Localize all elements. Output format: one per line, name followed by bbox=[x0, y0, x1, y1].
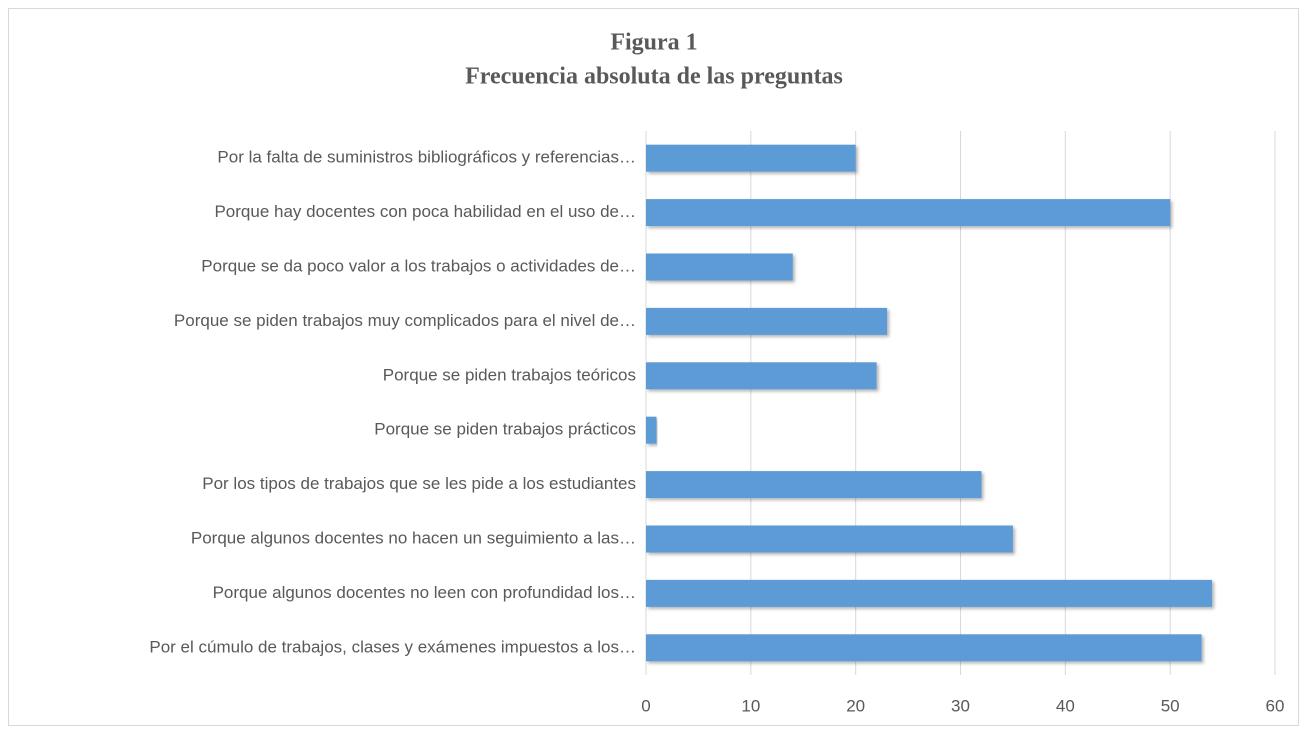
chart-subtitle: Frecuencia absoluta de las preguntas bbox=[465, 64, 843, 90]
bar bbox=[646, 416, 657, 444]
bar bbox=[646, 362, 877, 390]
chart-title: Figura 1 bbox=[610, 30, 697, 56]
bar bbox=[646, 525, 1013, 553]
bar bbox=[646, 199, 1171, 227]
y-tick-label: Porque algunos docentes no hacen un segu… bbox=[191, 528, 636, 547]
y-tick-label: Porque hay docentes con poca habilidad e… bbox=[214, 202, 636, 221]
bar bbox=[646, 307, 888, 335]
bar bbox=[646, 634, 1202, 662]
bar bbox=[646, 471, 982, 499]
y-tick-label: Porque algunos docentes no leen con prof… bbox=[213, 583, 636, 602]
x-tick-label: 20 bbox=[846, 696, 865, 715]
x-tick-label: 30 bbox=[951, 696, 970, 715]
bar bbox=[646, 253, 793, 281]
y-tick-label: Porque se piden trabajos prácticos bbox=[374, 420, 636, 439]
x-tick-label: 0 bbox=[641, 696, 650, 715]
y-tick-label: Porque se piden trabajos muy complicados… bbox=[174, 311, 636, 330]
bar bbox=[646, 144, 856, 172]
y-tick-label: Por el cúmulo de trabajos, clases y exám… bbox=[149, 637, 636, 656]
bar bbox=[646, 579, 1213, 607]
y-tick-label: Porque se da poco valor a los trabajos o… bbox=[201, 256, 636, 275]
x-tick-label: 10 bbox=[741, 696, 760, 715]
y-tick-label: Porque se piden trabajos teóricos bbox=[383, 365, 636, 384]
x-tick-label: 50 bbox=[1161, 696, 1180, 715]
y-tick-label: Por los tipos de trabajos que se les pid… bbox=[202, 474, 636, 493]
y-tick-label: Por la falta de suministros bibliográfic… bbox=[217, 148, 636, 167]
x-tick-label: 60 bbox=[1266, 696, 1285, 715]
x-tick-label: 40 bbox=[1056, 696, 1075, 715]
